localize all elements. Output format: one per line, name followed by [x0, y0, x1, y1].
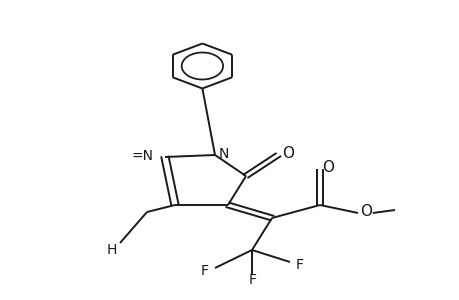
Text: O: O: [359, 204, 371, 219]
Text: O: O: [281, 146, 293, 161]
Text: F: F: [201, 264, 208, 278]
Text: F: F: [248, 273, 257, 287]
Text: H: H: [106, 243, 117, 256]
Text: N: N: [218, 146, 229, 161]
Text: O: O: [322, 160, 334, 175]
Text: F: F: [296, 258, 303, 272]
Text: =N: =N: [131, 149, 153, 163]
